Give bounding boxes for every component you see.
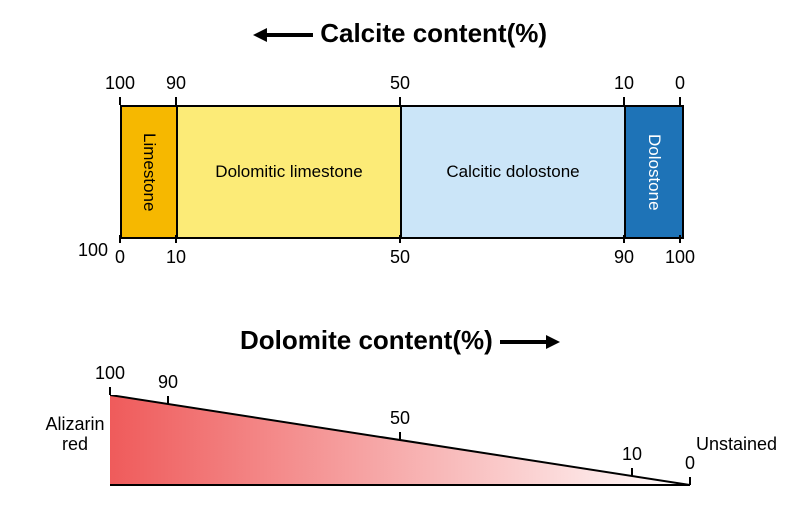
wedge-tick — [167, 396, 169, 404]
calcite-title-text: Calcite content(%) — [320, 18, 547, 48]
top-tick-label: 10 — [614, 73, 634, 94]
segment-label: Calcitic dolostone — [446, 162, 579, 182]
alizarin-red-label: Alizarinred — [40, 415, 110, 455]
wedge-tick-label: 100 — [95, 363, 125, 384]
wedge-tick-label: 90 — [158, 372, 178, 393]
wedge-tick — [109, 387, 111, 395]
bottom-tick-label: 10 — [166, 247, 186, 268]
bottom-tick — [119, 235, 121, 243]
bottom-tick — [623, 235, 625, 243]
arrow-left-icon — [253, 25, 313, 45]
bottom-tick-label: 50 — [390, 247, 410, 268]
wedge-tick-label: 0 — [685, 453, 695, 474]
diagram-root: Calcite content(%) Limestone Dolomitic li… — [0, 0, 800, 530]
top-tick-label: 50 — [390, 73, 410, 94]
segment-dolomitic-limestone: Dolomitic limestone — [178, 107, 402, 237]
segment-label: Dolostone — [644, 134, 664, 211]
segment-dolostone: Dolostone — [626, 107, 682, 237]
top-tick-label: 90 — [166, 73, 186, 94]
top-tick-label: 0 — [675, 73, 685, 94]
wedge-tick-label: 10 — [622, 444, 642, 465]
top-tick-label: 100 — [105, 73, 135, 94]
unstained-label: Unstained — [696, 435, 777, 455]
bottom-tick-label: 100 — [665, 247, 695, 268]
bottom-tick — [399, 235, 401, 243]
segment-label: Limestone — [139, 133, 159, 211]
left-axis-100-label: 100 — [78, 240, 108, 261]
bottom-tick-label: 90 — [614, 247, 634, 268]
segment-label: Dolomitic limestone — [215, 162, 362, 182]
segment-calcitic-dolostone: Calcitic dolostone — [402, 107, 626, 237]
dolomite-title: Dolomite content(%) — [240, 325, 560, 356]
classification-bar-region: Limestone Dolomitic limestone Calcitic dol… — [120, 105, 680, 235]
classification-bar: Limestone Dolomitic limestone Calcitic dol… — [120, 105, 684, 239]
calcite-title: Calcite content(%) — [253, 18, 547, 49]
top-tick — [623, 97, 625, 105]
segment-limestone: Limestone — [122, 107, 178, 237]
bottom-tick — [679, 235, 681, 243]
wedge-tick — [399, 432, 401, 440]
wedge-tick — [689, 477, 691, 485]
wedge-tick — [631, 468, 633, 476]
bottom-tick-label: 0 — [115, 247, 125, 268]
wedge-tick-label: 50 — [390, 408, 410, 429]
stain-wedge-region: 1009050100 — [110, 395, 690, 525]
top-tick — [679, 97, 681, 105]
top-tick — [399, 97, 401, 105]
dolomite-title-text: Dolomite content(%) — [240, 325, 493, 355]
top-tick — [175, 97, 177, 105]
top-tick — [119, 97, 121, 105]
bottom-tick — [175, 235, 177, 243]
arrow-right-icon — [500, 332, 560, 352]
